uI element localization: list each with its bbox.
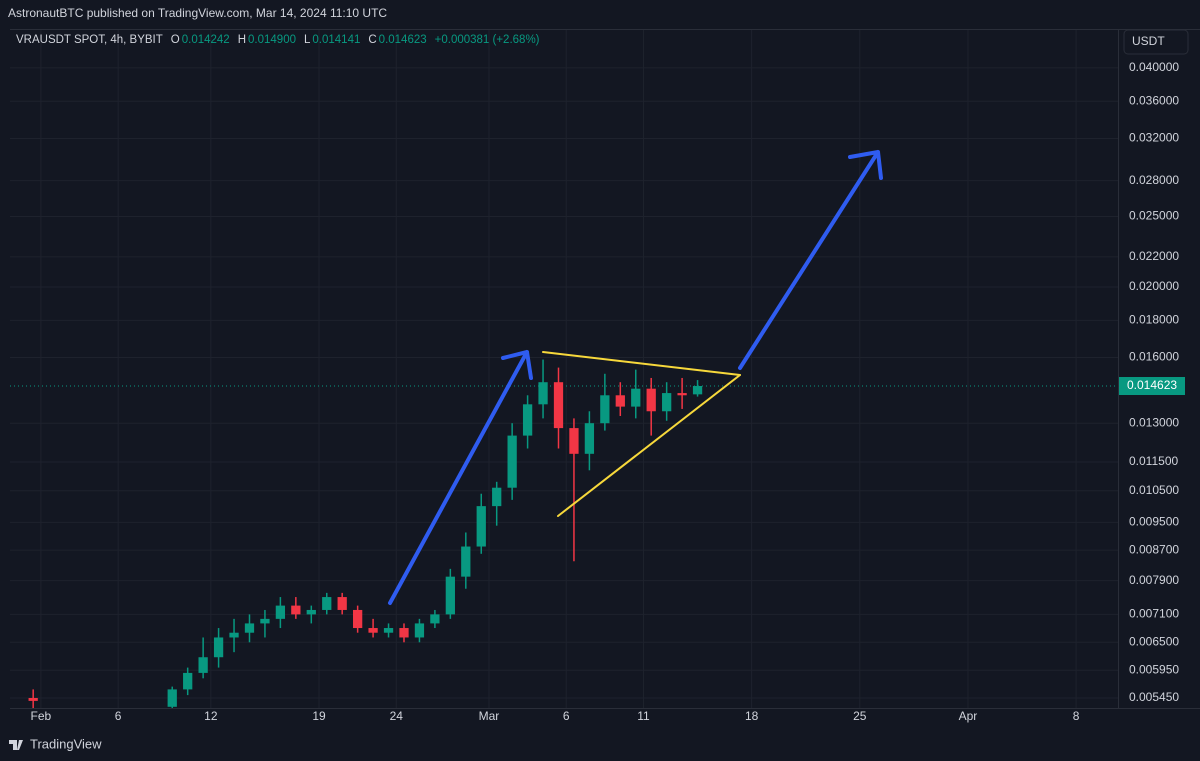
y-tick-label: 0.008700 [1129, 542, 1179, 556]
candle-body [167, 689, 177, 707]
legend-change: +0.000381 (+2.68%) [435, 34, 540, 46]
candle-body [662, 393, 672, 412]
candle-body [646, 388, 656, 412]
candle-body [430, 614, 440, 624]
candle-body [322, 597, 332, 610]
candle-body [538, 382, 548, 405]
y-tick-label: 0.010500 [1129, 483, 1179, 497]
y-tick-label: 0.016000 [1129, 350, 1179, 364]
legend-key: L [304, 34, 311, 46]
y-tick-label: 0.013000 [1129, 415, 1179, 429]
legend-value: 0.014141 [312, 34, 360, 46]
x-tick-label: 6 [563, 709, 570, 723]
y-tick-label: 0.032000 [1129, 131, 1179, 145]
legend-key: H [238, 34, 246, 46]
candle-body [615, 395, 625, 407]
candle-body [213, 637, 224, 658]
last-price-box [1119, 377, 1185, 396]
y-tick-label: 0.007100 [1129, 607, 1179, 621]
y-tick-label: 0.025000 [1129, 209, 1179, 223]
y-tick-label: 0.011500 [1129, 454, 1178, 468]
y-tick-label: 0.005450 [1129, 690, 1179, 704]
triangle-line [542, 351, 741, 376]
y-tick-label: 0.005950 [1129, 662, 1179, 676]
candle-body [183, 672, 193, 690]
footer: TradingView [30, 736, 102, 751]
x-tick-label: 19 [312, 709, 326, 723]
drawings [388, 150, 883, 605]
candle-body [28, 697, 38, 701]
candle-body [522, 404, 533, 436]
header: AstronautBTC published on TradingView.co… [8, 6, 387, 20]
candle-body [569, 428, 579, 454]
candle-body [631, 388, 641, 407]
candle-body [291, 605, 301, 615]
x-tick-label: 8 [1073, 709, 1080, 723]
legend-key: O [171, 34, 180, 46]
candle-body [260, 618, 270, 624]
candle-body [275, 605, 286, 619]
last-price-label: 0.014623 [1127, 378, 1177, 392]
candle-body [198, 657, 208, 673]
candle-body [414, 623, 425, 638]
candle-body [461, 546, 471, 577]
y-tick-label: 0.018000 [1129, 313, 1179, 327]
x-tick-label: 12 [204, 709, 218, 723]
candle-body [600, 395, 610, 424]
x-tick-label: 6 [115, 709, 122, 723]
legend-value: 0.014900 [248, 34, 296, 46]
candle-body [229, 632, 239, 638]
triangle-line [557, 374, 741, 517]
candle-body [337, 597, 347, 610]
candle-body [476, 506, 486, 547]
candle-body [306, 609, 316, 615]
candle-body [353, 609, 363, 629]
y-tick-label: 0.020000 [1129, 279, 1179, 293]
legend-value: 0.014242 [182, 34, 230, 46]
candle-body [445, 576, 455, 615]
x-tick-label: Feb [31, 709, 52, 723]
candle-body [399, 628, 409, 638]
legend-value: 0.014623 [379, 34, 427, 46]
x-tick-label: Mar [479, 709, 500, 723]
y-tick-label: 0.009500 [1129, 515, 1179, 529]
legend-key: C [368, 34, 376, 46]
candle-body [368, 628, 378, 633]
x-tick-label: 24 [390, 709, 404, 723]
logo [9, 740, 23, 750]
candle-body [492, 487, 502, 507]
currency[interactable]: USDT [1132, 34, 1165, 48]
x-tick-label: 11 [637, 709, 650, 723]
x-tick-label: Apr [959, 709, 978, 723]
arrow [738, 150, 883, 370]
candle-body [677, 393, 687, 396]
y-tick-label: 0.007900 [1129, 573, 1179, 587]
y-tick-label: 0.006500 [1129, 634, 1179, 648]
candle-body [244, 623, 255, 633]
x-tick-label: 25 [853, 709, 867, 723]
candle-body [584, 423, 595, 454]
arrow [388, 350, 533, 605]
x-tick-label: 18 [745, 709, 759, 723]
y-tick-label: 0.028000 [1129, 173, 1179, 187]
currency-button[interactable] [1123, 29, 1189, 55]
candle-body [553, 382, 564, 429]
y-tick-label: 0.036000 [1129, 93, 1179, 107]
candle-body [383, 628, 394, 633]
candle-body [692, 386, 703, 395]
candle-body [507, 435, 517, 488]
y-tick-label: 0.040000 [1129, 60, 1179, 74]
symbol: VRAUSDT SPOT, 4h, BYBIT [16, 34, 163, 46]
y-tick-label: 0.022000 [1129, 249, 1179, 263]
